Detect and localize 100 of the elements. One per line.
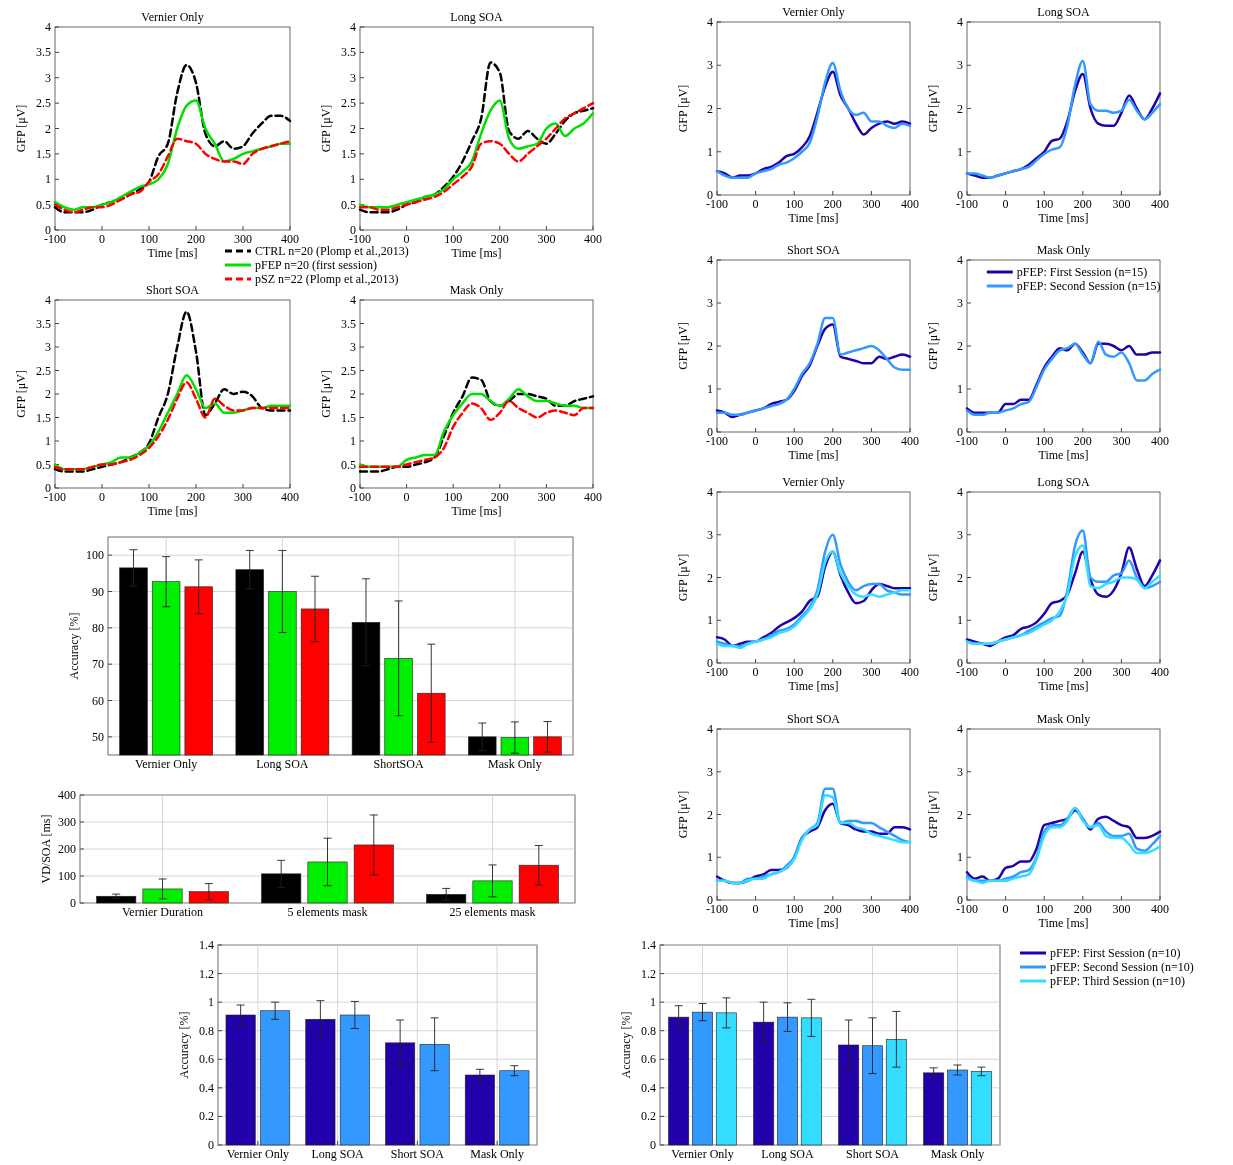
x-tick-label: 100 xyxy=(1035,665,1054,679)
x-tick-label: 100 xyxy=(785,902,804,916)
x-tick-label: 0 xyxy=(403,232,410,246)
x-axis-title: Time [ms] xyxy=(788,916,839,930)
y-tick-label: 1.4 xyxy=(641,938,656,952)
y-tick-label: 3 xyxy=(707,764,713,779)
y-tick-label: 1 xyxy=(707,850,713,865)
y-tick-label: 2 xyxy=(707,339,713,353)
x-tick-label: 0 xyxy=(1002,434,1009,448)
y-tick-label: 3 xyxy=(957,296,963,310)
y-tick-label: 0 xyxy=(957,893,963,907)
x-tick-label: 100 xyxy=(785,665,804,679)
x-tick-label: 0 xyxy=(752,434,759,448)
y-tick-label: 3.5 xyxy=(36,316,51,331)
y-tick-label: 0.6 xyxy=(641,1052,656,1067)
y-axis-title: GFP [μV] xyxy=(319,370,333,418)
legend-label: CTRL n=20 (Plomp et al.,2013) xyxy=(255,244,409,258)
x-tick-label: 200 xyxy=(187,490,205,504)
y-tick-label: 100 xyxy=(86,548,104,563)
x-axis-title: Time [ms] xyxy=(451,504,502,518)
y-tick-label: 0.5 xyxy=(341,197,356,212)
x-tick-label: 400 xyxy=(901,665,919,679)
y-tick-label: 2 xyxy=(957,807,963,822)
y-tick-label: 4 xyxy=(957,15,963,29)
chart-title: Long SOA xyxy=(1037,5,1090,19)
y-tick-label: 1 xyxy=(350,172,356,187)
y-tick-label: 1.5 xyxy=(36,146,51,161)
y-tick-label: 1.5 xyxy=(36,410,51,425)
y-tick-label: 3.5 xyxy=(341,45,356,60)
x-tick-label: 400 xyxy=(901,434,919,448)
chart-title: Mask Only xyxy=(1036,712,1091,726)
y-tick-label: 4 xyxy=(707,722,713,736)
y-tick-label: 100 xyxy=(58,869,76,883)
y-tick-label: 1 xyxy=(957,382,963,396)
y-tick-label: 1.2 xyxy=(199,966,214,981)
x-axis-title: Time [ms] xyxy=(788,679,839,693)
x-tick-label: 0 xyxy=(752,197,759,211)
x-tick-label: 400 xyxy=(281,490,299,504)
y-tick-label: 1 xyxy=(707,382,713,396)
legend-label: pFEP: Third Session (n=10) xyxy=(1050,974,1185,988)
y-tick-label: 0 xyxy=(957,656,963,670)
x-tick-label: 300 xyxy=(1112,434,1131,448)
y-tick-label: 4 xyxy=(45,293,51,307)
y-tick-label: 2.5 xyxy=(341,96,356,111)
x-tick-label: 200 xyxy=(1073,434,1092,448)
y-tick-label: 1.4 xyxy=(199,938,214,952)
y-tick-label: 0 xyxy=(957,425,963,439)
x-tick-label: 300 xyxy=(862,434,881,448)
y-tick-label: 1 xyxy=(208,995,214,1010)
x-tick-label: Vernier Only xyxy=(226,1147,290,1161)
y-tick-label: 1 xyxy=(45,172,51,187)
x-tick-label: 400 xyxy=(281,232,299,246)
y-axis-title: GFP [μV] xyxy=(676,84,690,133)
y-tick-label: 0.4 xyxy=(199,1080,214,1095)
y-axis-title: VD/SOA [ms] xyxy=(39,814,53,884)
y-tick-label: 2.5 xyxy=(341,363,356,378)
x-tick-label: Short SOA xyxy=(390,1147,445,1161)
y-tick-label: 1 xyxy=(650,995,656,1010)
y-tick-label: 3 xyxy=(45,340,51,354)
y-tick-label: 4 xyxy=(957,485,963,499)
y-tick-label: 4 xyxy=(45,20,51,34)
x-tick-label: 0 xyxy=(1002,902,1009,916)
x-tick-label: 0 xyxy=(752,665,759,679)
y-axis-title: GFP [μV] xyxy=(676,790,690,839)
x-tick-label: 100 xyxy=(140,232,158,246)
x-tick-label: Vernier Only xyxy=(134,757,198,771)
y-axis-title: GFP [μV] xyxy=(676,553,690,602)
x-tick-label: 100 xyxy=(140,490,158,504)
legend-label: pFEP: Second Session (n=10) xyxy=(1050,960,1194,974)
y-axis-title: GFP [μV] xyxy=(14,104,28,153)
y-tick-label: 3 xyxy=(350,70,356,85)
y-tick-label: 400 xyxy=(58,788,76,802)
x-axis-title: Time [ms] xyxy=(147,504,198,518)
y-axis-title: Accuracy [%] xyxy=(177,1011,191,1079)
x-axis-title: Time [ms] xyxy=(1038,679,1089,693)
x-tick-label: 200 xyxy=(187,232,205,246)
y-axis-title: GFP [μV] xyxy=(319,104,333,153)
y-tick-label: 1.2 xyxy=(641,966,656,981)
x-tick-label: Vernier Only xyxy=(671,1147,734,1161)
x-tick-label: Long SOA xyxy=(761,1147,814,1161)
y-axis-title: GFP [μV] xyxy=(926,553,940,602)
x-tick-label: Long SOA xyxy=(311,1147,365,1161)
y-tick-label: 1 xyxy=(350,434,356,448)
x-axis-title: Time [ms] xyxy=(147,246,198,260)
x-tick-label: 200 xyxy=(490,490,509,504)
y-tick-label: 0 xyxy=(707,893,713,907)
x-tick-label: 300 xyxy=(862,665,881,679)
y-tick-label: 4 xyxy=(350,293,356,307)
y-tick-label: 3 xyxy=(957,527,963,542)
y-tick-label: 1 xyxy=(707,613,713,628)
x-axis-title: Time [ms] xyxy=(1038,916,1089,930)
y-tick-label: 0 xyxy=(45,223,51,237)
y-tick-label: 1.5 xyxy=(341,146,356,161)
y-tick-label: 2 xyxy=(707,101,713,116)
x-tick-label: 300 xyxy=(537,490,556,504)
legend-label: pSZ n=22 (Plomp et al.,2013) xyxy=(255,272,399,286)
y-tick-label: 0.2 xyxy=(641,1109,656,1124)
y-axis-title: Accuracy [%] xyxy=(619,1011,633,1079)
x-tick-label: 400 xyxy=(1151,665,1169,679)
y-tick-label: 0 xyxy=(208,1138,214,1152)
